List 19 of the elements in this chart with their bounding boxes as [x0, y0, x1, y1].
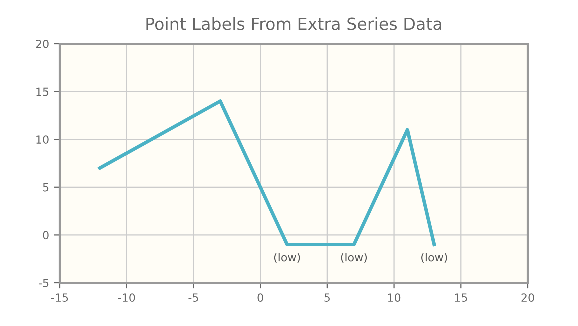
y-tick-label: 0: [43, 231, 49, 240]
line-series: [98, 100, 436, 246]
y-tick-label: 20: [36, 40, 49, 48]
x-tick-label: 15: [455, 294, 468, 302]
y-tick-label: 15: [36, 88, 49, 96]
x-tick-label: -15: [51, 294, 68, 302]
chart-title: Point Labels From Extra Series Data: [146, 17, 442, 30]
x-tick-label: 10: [388, 294, 401, 302]
annotation: (low): [341, 253, 368, 263]
y-tick-label: -5: [39, 279, 49, 288]
y-tick-label: 5: [43, 184, 49, 192]
x-tick-label: 5: [324, 294, 330, 302]
x-tick-label: 0: [258, 294, 264, 302]
x-tick-label: -5: [188, 294, 198, 302]
y-tick-label: 10: [36, 136, 49, 144]
x-tick-label: 20: [522, 294, 534, 302]
annotation: (low): [274, 253, 300, 263]
annotation: (low): [422, 253, 448, 263]
x-tick-label: -10: [118, 294, 136, 302]
